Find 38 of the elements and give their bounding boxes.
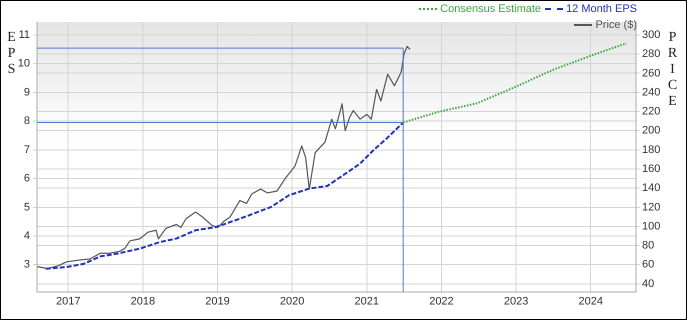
y2-tick-label: 120 [642, 201, 660, 214]
y2-tick-label: 220 [642, 106, 660, 118]
y-tick-label: 7 [24, 144, 30, 156]
x-tick-label: 2021 [354, 296, 380, 308]
y2-tick-label: 100 [642, 220, 660, 232]
y-tick-label: 4 [24, 230, 30, 242]
x-tick-label: 2020 [280, 296, 304, 308]
y-tick-label: 3 [24, 258, 30, 271]
y2-tick-label: 300 [642, 28, 660, 41]
y2-tick-label: 180 [642, 144, 660, 156]
y2-tick-label: 60 [642, 258, 654, 271]
y2-tick-label: 80 [642, 240, 654, 252]
y2-tick-label: 280 [642, 48, 660, 60]
x-tick-label: 2019 [205, 296, 230, 308]
y-tick-label: 6 [24, 172, 30, 185]
x-tick-label: 2023 [504, 296, 528, 308]
legend-label: Price ($) [595, 19, 637, 31]
legend-label: Consensus Estimate [440, 3, 542, 15]
y2-tick-label: 240 [642, 86, 660, 98]
y-tick-label: 9 [24, 86, 30, 98]
y-axis-title: EPS [3, 30, 19, 78]
y-tick-label: 5 [24, 201, 30, 214]
x-tick-label: 2022 [429, 296, 454, 308]
x-tick-label: 2024 [578, 296, 603, 308]
y2-tick-label: 40 [642, 278, 654, 290]
y2-axis-title: PRICE [664, 30, 680, 110]
legend-label: 12 Month EPS [566, 3, 637, 15]
y2-tick-label: 160 [642, 163, 660, 175]
y-tick-label: 10 [18, 58, 30, 70]
line-series [402, 42, 628, 124]
line-series [44, 122, 404, 270]
y2-tick-label: 260 [642, 67, 660, 80]
y2-tick-label: 140 [642, 182, 660, 194]
x-tick-label: 2017 [56, 296, 80, 308]
x-tick-label: 2018 [130, 296, 156, 308]
y-tick-label: 8 [24, 115, 30, 128]
y-tick-label: 11 [18, 28, 30, 41]
y2-tick-label: 200 [642, 124, 660, 137]
